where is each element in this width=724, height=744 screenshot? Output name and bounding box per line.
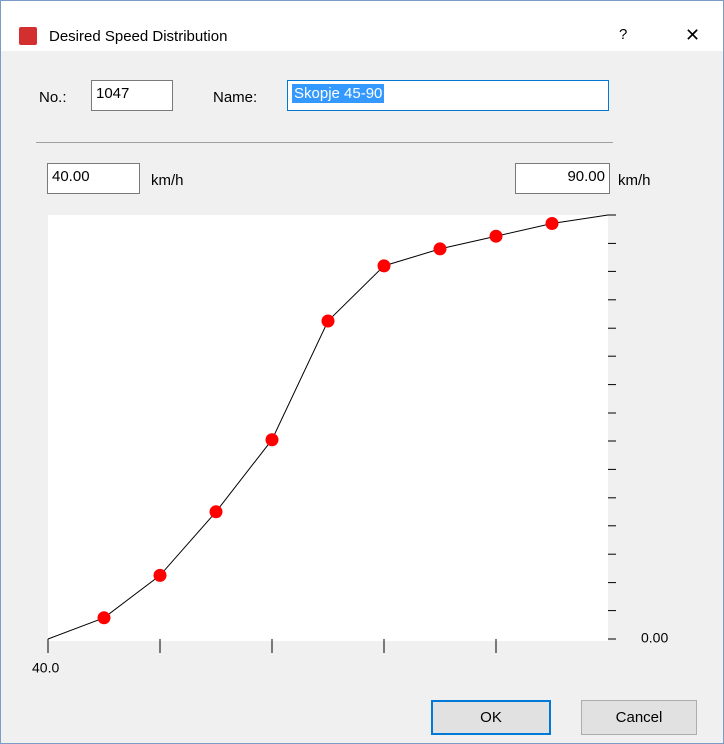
help-button[interactable]: ? xyxy=(619,26,628,43)
point-marker xyxy=(97,611,111,625)
chart: 40.0 0.00 xyxy=(32,214,668,676)
no-label: No.: xyxy=(39,89,67,106)
window-title: Desired Speed Distribution xyxy=(49,28,228,45)
name-input[interactable]: Skopje 45-90 xyxy=(287,80,609,111)
x-tick-label: 40.0 xyxy=(32,660,59,676)
point-marker xyxy=(265,433,279,447)
plot-area xyxy=(48,215,608,641)
ok-button[interactable]: OK xyxy=(431,700,551,735)
point-marker xyxy=(377,259,391,273)
point-marker xyxy=(153,568,167,582)
separator xyxy=(36,142,613,143)
point-marker xyxy=(209,505,223,519)
point-marker xyxy=(545,216,559,230)
no-input[interactable]: 1047 xyxy=(91,80,173,111)
title-bar xyxy=(1,1,723,51)
app-icon xyxy=(19,27,37,45)
name-label: Name: xyxy=(213,89,258,106)
max-unit: km/h xyxy=(618,172,651,189)
point-marker xyxy=(433,242,447,256)
min-unit: km/h xyxy=(151,172,184,189)
close-button[interactable]: ✕ xyxy=(685,25,701,45)
min-speed-input[interactable]: 40.00 xyxy=(47,163,140,194)
selected-text: Skopje 45-90 xyxy=(292,84,385,103)
point-marker xyxy=(489,229,503,243)
cancel-button[interactable]: Cancel xyxy=(581,700,697,735)
y-tick-label: 0.00 xyxy=(641,630,668,646)
max-speed-input[interactable]: 90.00 xyxy=(515,163,610,194)
point-marker xyxy=(321,314,335,328)
